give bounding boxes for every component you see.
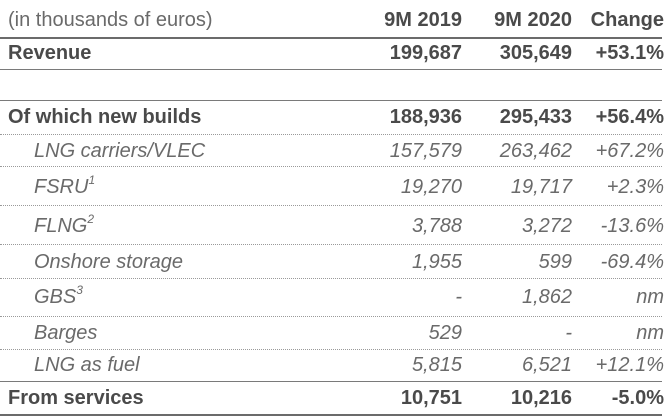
item-2019: - bbox=[455, 286, 462, 308]
services-label: From services bbox=[8, 387, 144, 409]
table-bottom-border bbox=[0, 414, 662, 416]
services-change: -5.0% bbox=[611, 387, 664, 409]
row-divider bbox=[0, 166, 662, 167]
header-row: (in thousands of euros) 9M 2019 9M 2020 … bbox=[0, 9, 670, 35]
item-label: FLNG2 bbox=[34, 212, 95, 237]
item-2020: 263,462 bbox=[499, 140, 572, 162]
services-2019: 10,751 bbox=[400, 387, 462, 409]
item-label: LNG as fuel bbox=[34, 354, 140, 376]
revenue-row: Revenue 199,687 305,649 +53.1% bbox=[0, 42, 670, 68]
header-unit-label: (in thousands of euros) bbox=[8, 9, 213, 31]
row-divider bbox=[0, 349, 662, 350]
new-builds-2019: 188,936 bbox=[389, 106, 462, 128]
item-row-onshore-storage: Onshore storage 1,955 599 -69.4% bbox=[0, 251, 670, 277]
row-divider bbox=[0, 134, 662, 135]
item-2019: 5,815 bbox=[411, 354, 462, 376]
item-change: -13.6% bbox=[600, 215, 664, 237]
item-row-gbs: GBS3 - 1,862 nm bbox=[0, 283, 670, 312]
item-2020: - bbox=[565, 322, 572, 344]
item-change: nm bbox=[636, 322, 664, 344]
item-label: GBS3 bbox=[34, 283, 83, 308]
revenue-2019: 199,687 bbox=[389, 42, 462, 64]
row-divider bbox=[0, 316, 662, 317]
item-2020: 1,862 bbox=[521, 286, 572, 308]
new-builds-2020: 295,433 bbox=[499, 106, 572, 128]
item-label: FSRU1 bbox=[34, 173, 96, 198]
item-change: +12.1% bbox=[595, 354, 664, 376]
new-builds-change: +56.4% bbox=[595, 106, 664, 128]
header-col-2019: 9M 2019 bbox=[384, 9, 462, 31]
item-label: Barges bbox=[34, 322, 98, 344]
item-2020: 599 bbox=[538, 251, 572, 273]
new-builds-row: Of which new builds 188,936 295,433 +56.… bbox=[0, 106, 670, 132]
item-2019: 529 bbox=[428, 322, 462, 344]
revenue-change: +53.1% bbox=[595, 42, 664, 64]
header-divider bbox=[0, 37, 662, 39]
item-row-fsru: FSRU1 19,270 19,717 +2.3% bbox=[0, 173, 670, 202]
item-label: Onshore storage bbox=[34, 251, 183, 273]
new-builds-label: Of which new builds bbox=[8, 106, 202, 128]
item-row-lng-carriers: LNG carriers/VLEC 157,579 263,462 +67.2% bbox=[0, 140, 670, 166]
header-col-change: Change bbox=[590, 9, 664, 31]
item-2019: 3,788 bbox=[411, 215, 462, 237]
revenue-2020: 305,649 bbox=[499, 42, 572, 64]
item-row-flng: FLNG2 3,788 3,272 -13.6% bbox=[0, 212, 670, 241]
item-change: -69.4% bbox=[600, 251, 664, 273]
item-2020: 19,717 bbox=[510, 176, 572, 198]
item-2019: 19,270 bbox=[400, 176, 462, 198]
item-change: nm bbox=[636, 286, 664, 308]
item-change: +67.2% bbox=[595, 140, 664, 162]
item-change: +2.3% bbox=[606, 176, 664, 198]
item-row-barges: Barges 529 - nm bbox=[0, 322, 670, 348]
row-divider bbox=[0, 244, 662, 245]
item-2020: 3,272 bbox=[521, 215, 572, 237]
item-2020: 6,521 bbox=[521, 354, 572, 376]
new-builds-top-divider bbox=[0, 100, 662, 101]
row-divider bbox=[0, 278, 662, 279]
item-row-lng-as-fuel: LNG as fuel 5,815 6,521 +12.1% bbox=[0, 354, 670, 380]
services-row: From services 10,751 10,216 -5.0% bbox=[0, 387, 670, 413]
item-2019: 1,955 bbox=[411, 251, 462, 273]
revenue-divider bbox=[0, 69, 662, 70]
header-col-2020: 9M 2020 bbox=[494, 9, 572, 31]
item-label: LNG carriers/VLEC bbox=[34, 140, 206, 162]
services-2020: 10,216 bbox=[510, 387, 572, 409]
item-2019: 157,579 bbox=[389, 140, 462, 162]
services-top-divider bbox=[0, 381, 662, 382]
revenue-label: Revenue bbox=[8, 42, 92, 64]
row-divider bbox=[0, 205, 662, 206]
